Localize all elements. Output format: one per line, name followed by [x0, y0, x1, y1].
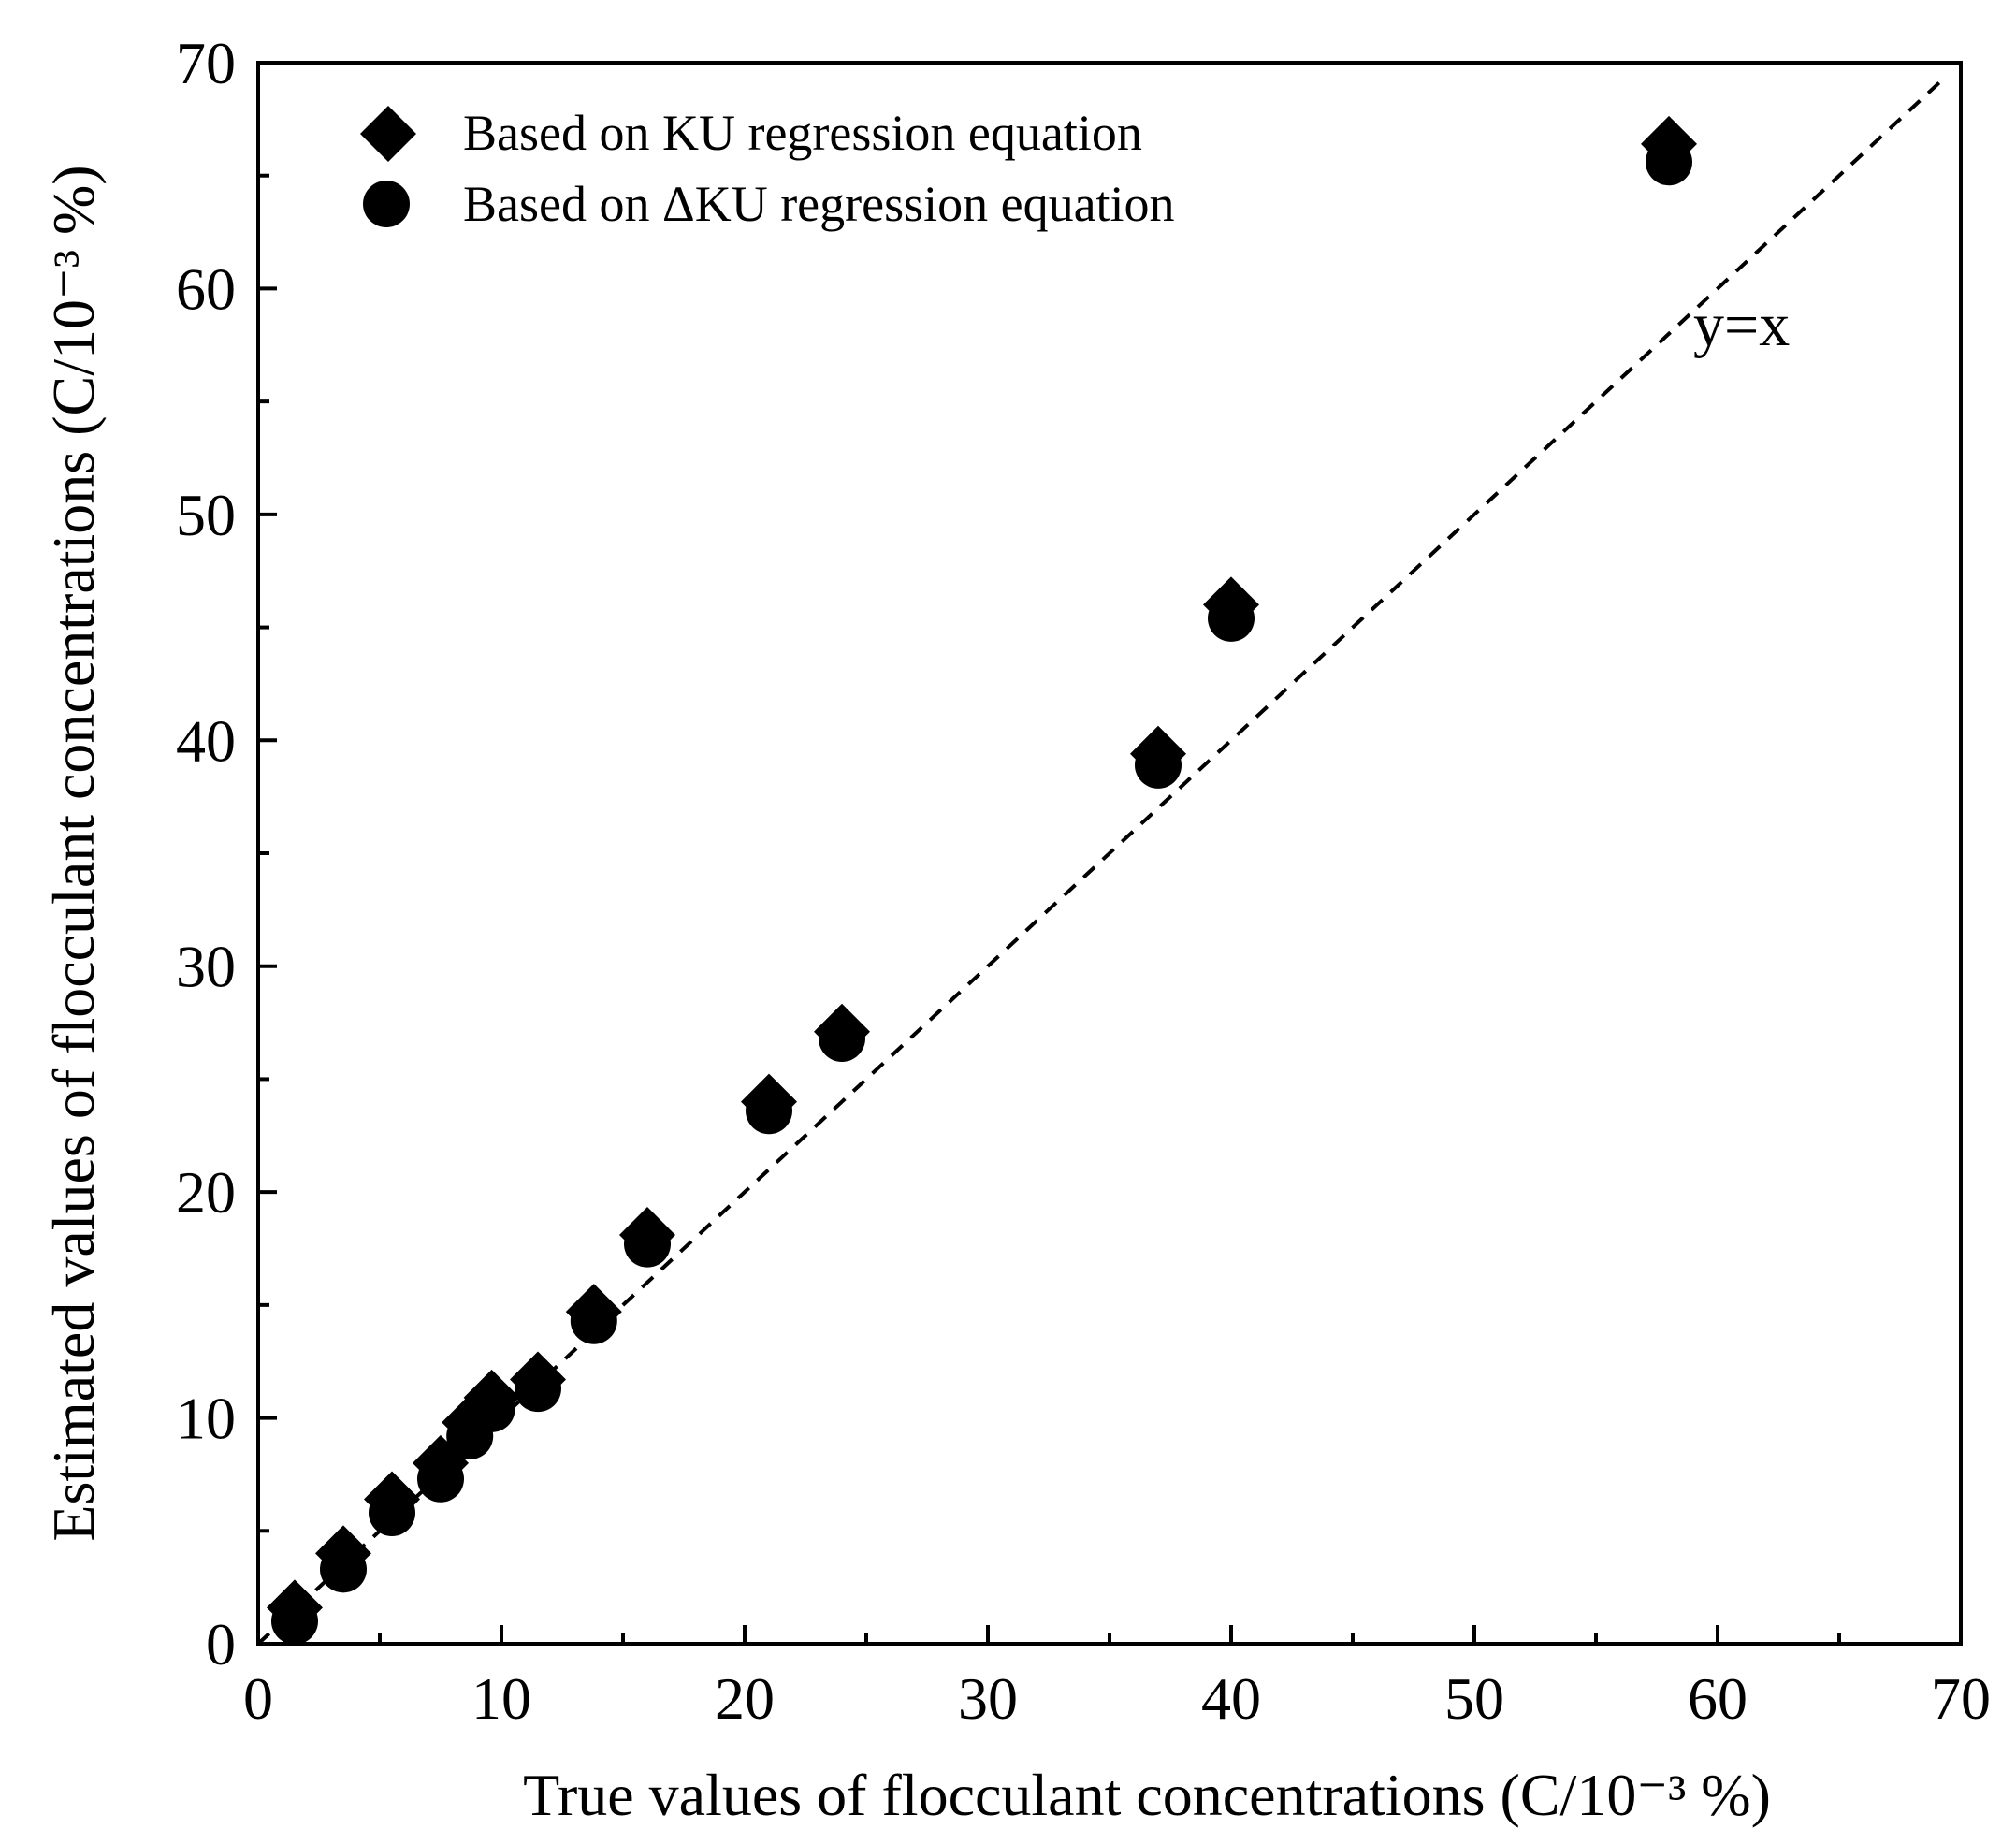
data-point-diamond — [1130, 725, 1186, 782]
reference-line-y-equals-x — [256, 79, 1943, 1646]
data-point-diamond — [1203, 576, 1259, 633]
data-point-diamond — [315, 1525, 371, 1582]
x-tick-label: 40 — [1201, 1665, 1261, 1732]
data-point-diamond — [510, 1351, 566, 1408]
data-point-diamond — [413, 1434, 469, 1491]
series-ku — [267, 115, 1697, 1636]
x-tick-label: 50 — [1444, 1665, 1504, 1732]
data-point-diamond — [741, 1073, 797, 1130]
legend: Based on KU regression equation Based on … — [360, 105, 1175, 232]
y-tick-label: 20 — [176, 1159, 236, 1226]
legend-marker-diamond — [360, 106, 416, 162]
x-tick-label: 30 — [958, 1665, 1018, 1732]
data-point-diamond — [619, 1207, 675, 1264]
x-tick-label: 0 — [243, 1665, 273, 1732]
legend-marker-circle — [363, 181, 410, 227]
x-tick-label: 10 — [471, 1665, 531, 1732]
reference-line-label: y=x — [1693, 291, 1790, 359]
y-tick-label: 40 — [176, 707, 236, 774]
legend-label: Based on KU regression equation — [463, 105, 1142, 161]
y-tick-label: 60 — [176, 255, 236, 322]
y-tick-label: 70 — [176, 30, 236, 96]
data-point-diamond — [1641, 115, 1697, 172]
x-axis-title: True values of flocculant concentrations… — [523, 1762, 1771, 1828]
data-point-diamond — [267, 1579, 323, 1636]
data-point-diamond — [565, 1284, 622, 1341]
x-tick-label: 20 — [715, 1665, 775, 1732]
x-tick-label: 60 — [1688, 1665, 1748, 1732]
y-tick-label: 10 — [176, 1386, 236, 1452]
data-point-diamond — [364, 1471, 420, 1528]
data-point-diamond — [463, 1369, 520, 1426]
y-tick-label: 50 — [176, 482, 236, 548]
y-axis-title: Estimated values of flocculant concentra… — [40, 165, 107, 1541]
x-tick-label: 70 — [1931, 1665, 1991, 1732]
y-tick-label: 30 — [176, 934, 236, 1000]
y-tick-label: 0 — [206, 1611, 236, 1677]
data-point-diamond — [814, 1003, 870, 1060]
legend-label: Based on ΔKU regression equation — [463, 176, 1175, 232]
